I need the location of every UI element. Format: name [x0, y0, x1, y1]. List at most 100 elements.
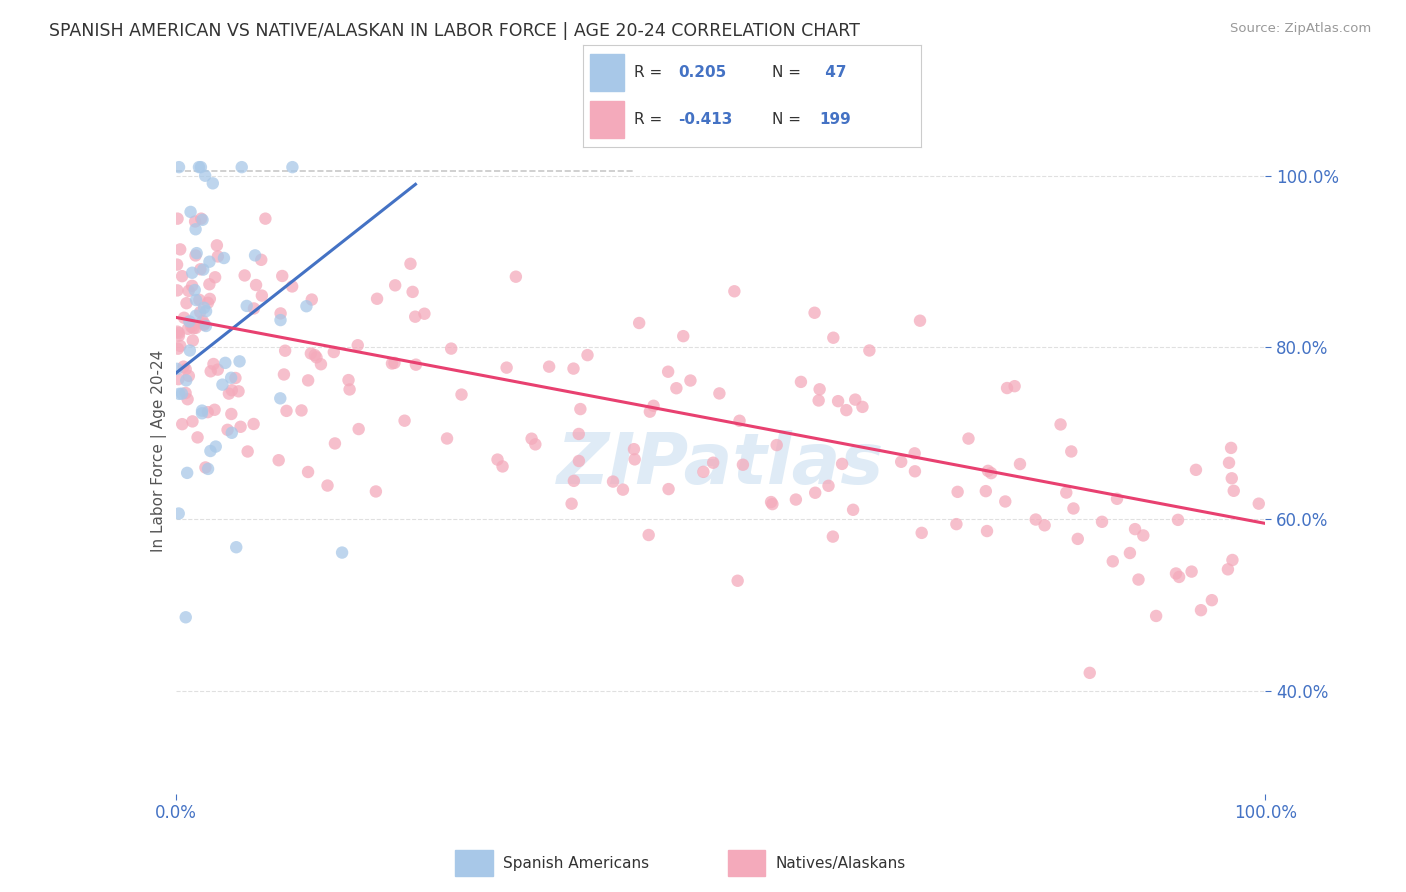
Point — [184, 214, 207, 228]
Point — [957, 432, 980, 446]
Point — [1105, 491, 1128, 506]
Point — [401, 285, 423, 299]
Point — [785, 492, 807, 507]
Point — [198, 292, 221, 306]
Point — [301, 293, 323, 307]
Point — [207, 362, 229, 376]
Text: 47: 47 — [820, 65, 846, 79]
Point — [214, 356, 236, 370]
Point — [405, 358, 427, 372]
Point — [842, 503, 865, 517]
Text: ZIPatlas: ZIPatlas — [557, 430, 884, 499]
Point — [228, 354, 250, 368]
Text: N =: N = — [772, 112, 806, 127]
Point — [184, 222, 207, 236]
Point — [1008, 457, 1031, 471]
Point — [323, 436, 346, 450]
Point — [1222, 483, 1244, 498]
Point — [167, 507, 190, 521]
Point — [486, 452, 509, 467]
Point — [1247, 497, 1270, 511]
Point — [169, 339, 191, 353]
Point — [233, 268, 256, 283]
Point — [904, 464, 927, 478]
Point — [167, 372, 190, 386]
Point — [186, 246, 208, 260]
Point — [1033, 518, 1056, 533]
Point — [908, 314, 931, 328]
Point — [270, 306, 292, 320]
Point — [193, 301, 215, 315]
Point — [224, 371, 246, 385]
Point — [440, 342, 463, 356]
Point — [807, 393, 830, 408]
Point — [170, 269, 193, 284]
Text: 0.205: 0.205 — [678, 65, 727, 79]
Point — [173, 310, 195, 325]
Point — [190, 262, 212, 277]
Point — [191, 314, 214, 328]
Point — [1004, 379, 1026, 393]
Point — [977, 464, 1000, 478]
Point — [190, 211, 212, 226]
Point — [831, 457, 853, 471]
Point — [911, 525, 934, 540]
Point — [197, 405, 219, 419]
Point — [188, 160, 211, 174]
Point — [166, 325, 188, 339]
Point — [995, 381, 1018, 395]
Point — [197, 295, 219, 310]
Point — [1123, 522, 1146, 536]
Point — [177, 368, 200, 383]
Point — [193, 317, 215, 331]
Point — [180, 319, 202, 334]
Point — [1062, 501, 1084, 516]
Point — [505, 269, 527, 284]
Bar — [591, 54, 624, 91]
Point — [974, 484, 997, 499]
Point — [207, 249, 229, 263]
Point — [347, 422, 370, 436]
Point — [188, 305, 211, 319]
Point — [628, 316, 651, 330]
Point — [759, 495, 782, 509]
Point — [562, 361, 585, 376]
Point — [309, 357, 332, 371]
Point — [229, 419, 252, 434]
Point — [295, 299, 318, 313]
Text: Natives/Alaskans: Natives/Alaskans — [776, 855, 905, 871]
Point — [176, 296, 198, 310]
Point — [181, 266, 204, 280]
Point — [181, 414, 204, 428]
Point — [167, 328, 190, 343]
Point — [568, 454, 591, 468]
Point — [665, 381, 688, 395]
Point — [1078, 665, 1101, 680]
Point — [1144, 609, 1167, 624]
Point — [623, 452, 645, 467]
Point — [180, 205, 202, 219]
Point — [728, 414, 751, 428]
Point — [194, 169, 217, 183]
Point — [169, 243, 191, 257]
Point — [1164, 566, 1187, 581]
Point — [643, 399, 665, 413]
Point — [804, 485, 827, 500]
Point — [243, 248, 266, 262]
Point — [1101, 554, 1123, 568]
Point — [723, 285, 745, 299]
Point — [221, 425, 243, 440]
Text: R =: R = — [634, 65, 668, 79]
Text: Spanish Americans: Spanish Americans — [503, 855, 650, 871]
Point — [166, 258, 188, 272]
Point — [200, 444, 222, 458]
Point — [672, 329, 695, 343]
Point — [945, 517, 967, 532]
Point — [702, 456, 724, 470]
Point — [281, 160, 304, 174]
Point — [384, 278, 406, 293]
Point — [890, 455, 912, 469]
Point — [204, 270, 226, 285]
Point — [576, 348, 599, 362]
Point — [273, 368, 295, 382]
